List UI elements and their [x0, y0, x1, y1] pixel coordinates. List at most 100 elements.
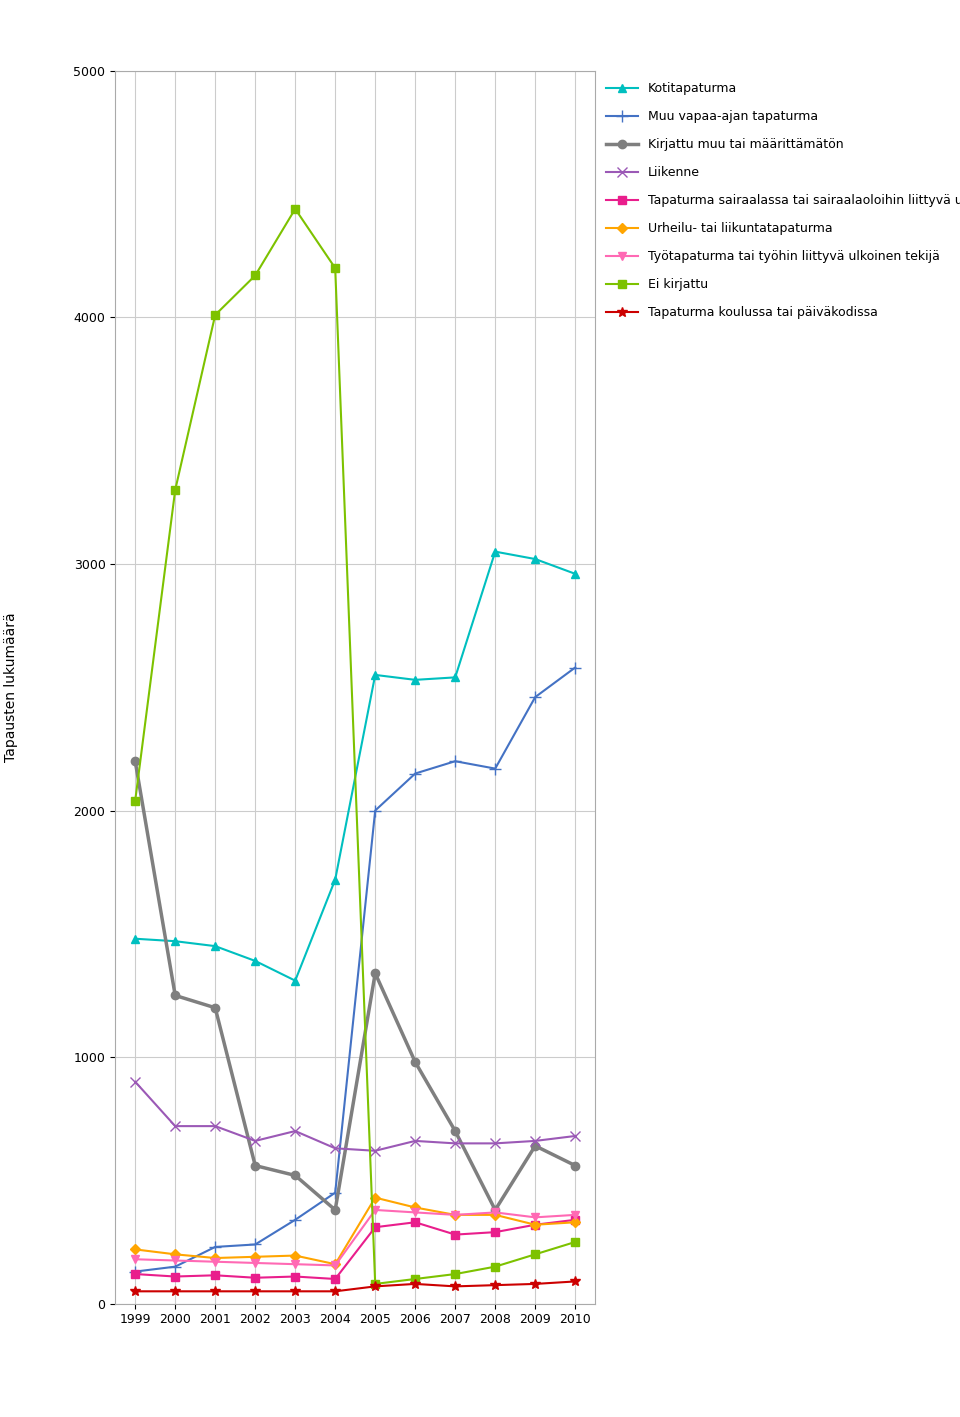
Urheilu- tai liikuntatapaturma	[209, 1250, 221, 1267]
Tapaturma koulussa tai päiväkodissa	[449, 1278, 461, 1295]
Muu vapaa-ajan tapaturma	[529, 689, 540, 706]
Y-axis label: Tapausten lukumäärä: Tapausten lukumäärä	[4, 612, 18, 762]
Ei kirjattu	[329, 259, 341, 276]
Kirjattu muu tai määrittämätön	[209, 999, 221, 1016]
Työtapaturma tai työhin liittyvä ulkoinen tekijä	[209, 1253, 221, 1270]
Urheilu- tai liikuntatapaturma	[490, 1206, 501, 1223]
Kirjattu muu tai määrittämätön	[329, 1202, 341, 1219]
Urheilu- tai liikuntatapaturma	[130, 1241, 141, 1258]
Urheilu- tai liikuntatapaturma	[449, 1206, 461, 1223]
Line: Muu vapaa-ajan tapaturma: Muu vapaa-ajan tapaturma	[130, 662, 581, 1277]
Kotitapaturma	[409, 672, 420, 689]
Työtapaturma tai työhin liittyvä ulkoinen tekijä	[169, 1253, 180, 1270]
Tapaturma koulussa tai päiväkodissa	[250, 1282, 261, 1299]
Työtapaturma tai työhin liittyvä ulkoinen tekijä	[409, 1204, 420, 1221]
Kirjattu muu tai määrittämätön	[409, 1053, 420, 1070]
Muu vapaa-ajan tapaturma	[490, 760, 501, 777]
Urheilu- tai liikuntatapaturma	[169, 1246, 180, 1263]
Kotitapaturma	[169, 932, 180, 949]
Tapaturma koulussa tai päiväkodissa	[209, 1282, 221, 1299]
Urheilu- tai liikuntatapaturma	[569, 1214, 581, 1231]
Työtapaturma tai työhin liittyvä ulkoinen tekijä	[329, 1257, 341, 1274]
Tapaturma sairaalassa tai sairaalaoloihin liittyvä ulkoinen tekijä	[529, 1216, 540, 1233]
Liikenne	[409, 1132, 420, 1149]
Tapaturma koulussa tai päiväkodissa	[370, 1278, 381, 1295]
Ei kirjattu	[409, 1271, 420, 1288]
Ei kirjattu	[370, 1275, 381, 1292]
Liikenne	[490, 1135, 501, 1152]
Ei kirjattu	[289, 200, 300, 217]
Tapaturma sairaalassa tai sairaalaoloihin liittyvä ulkoinen tekijä	[250, 1270, 261, 1287]
Line: Tapaturma koulussa tai päiväkodissa: Tapaturma koulussa tai päiväkodissa	[131, 1277, 580, 1297]
Liikenne	[289, 1122, 300, 1139]
Muu vapaa-ajan tapaturma	[569, 659, 581, 676]
Liikenne	[169, 1118, 180, 1135]
Legend: Kotitapaturma, Muu vapaa-ajan tapaturma, Kirjattu muu tai määrittämätön, Liikenn: Kotitapaturma, Muu vapaa-ajan tapaturma,…	[602, 77, 960, 324]
Kotitapaturma	[209, 938, 221, 955]
Kotitapaturma	[490, 543, 501, 560]
Liikenne	[449, 1135, 461, 1152]
Tapaturma sairaalassa tai sairaalaoloihin liittyvä ulkoinen tekijä	[370, 1219, 381, 1236]
Ei kirjattu	[169, 482, 180, 499]
Muu vapaa-ajan tapaturma	[329, 1185, 341, 1202]
Muu vapaa-ajan tapaturma	[130, 1263, 141, 1280]
Kotitapaturma	[370, 666, 381, 683]
Liikenne	[250, 1132, 261, 1149]
Työtapaturma tai työhin liittyvä ulkoinen tekijä	[289, 1255, 300, 1272]
Kotitapaturma	[130, 930, 141, 947]
Työtapaturma tai työhin liittyvä ulkoinen tekijä	[370, 1202, 381, 1219]
Tapaturma sairaalassa tai sairaalaoloihin liittyvä ulkoinen tekijä	[169, 1268, 180, 1285]
Tapaturma sairaalassa tai sairaalaoloihin liittyvä ulkoinen tekijä	[409, 1214, 420, 1231]
Ei kirjattu	[569, 1233, 581, 1251]
Työtapaturma tai työhin liittyvä ulkoinen tekijä	[490, 1204, 501, 1221]
Tapaturma koulussa tai päiväkodissa	[169, 1282, 180, 1299]
Line: Tapaturma sairaalassa tai sairaalaoloihin liittyvä ulkoinen tekijä: Tapaturma sairaalassa tai sairaalaoloihi…	[131, 1216, 580, 1284]
Työtapaturma tai työhin liittyvä ulkoinen tekijä	[449, 1206, 461, 1223]
Liikenne	[569, 1128, 581, 1145]
Tapaturma sairaalassa tai sairaalaoloihin liittyvä ulkoinen tekijä	[490, 1224, 501, 1241]
Liikenne	[329, 1139, 341, 1156]
Työtapaturma tai työhin liittyvä ulkoinen tekijä	[529, 1209, 540, 1226]
Tapaturma koulussa tai päiväkodissa	[409, 1275, 420, 1292]
Kotitapaturma	[289, 972, 300, 989]
Tapaturma sairaalassa tai sairaalaoloihin liittyvä ulkoinen tekijä	[130, 1265, 141, 1282]
Kirjattu muu tai määrittämätön	[289, 1168, 300, 1185]
Tapaturma koulussa tai päiväkodissa	[569, 1272, 581, 1289]
Kotitapaturma	[329, 871, 341, 888]
Tapaturma koulussa tai päiväkodissa	[130, 1282, 141, 1299]
Tapaturma sairaalassa tai sairaalaoloihin liittyvä ulkoinen tekijä	[569, 1212, 581, 1229]
Muu vapaa-ajan tapaturma	[449, 752, 461, 769]
Tapaturma sairaalassa tai sairaalaoloihin liittyvä ulkoinen tekijä	[289, 1268, 300, 1285]
Ei kirjattu	[490, 1258, 501, 1275]
Line: Kotitapaturma: Kotitapaturma	[131, 547, 580, 985]
Line: Urheilu- tai liikuntatapaturma: Urheilu- tai liikuntatapaturma	[132, 1195, 579, 1268]
Kirjattu muu tai määrittämätön	[569, 1158, 581, 1175]
Line: Ei kirjattu: Ei kirjattu	[131, 204, 580, 1288]
Muu vapaa-ajan tapaturma	[169, 1258, 180, 1275]
Työtapaturma tai työhin liittyvä ulkoinen tekijä	[250, 1254, 261, 1271]
Kirjattu muu tai määrittämätön	[490, 1202, 501, 1219]
Kotitapaturma	[250, 952, 261, 969]
Urheilu- tai liikuntatapaturma	[529, 1216, 540, 1233]
Tapaturma sairaalassa tai sairaalaoloihin liittyvä ulkoinen tekijä	[329, 1271, 341, 1288]
Tapaturma koulussa tai päiväkodissa	[289, 1282, 300, 1299]
Ei kirjattu	[130, 792, 141, 809]
Muu vapaa-ajan tapaturma	[370, 802, 381, 819]
Työtapaturma tai työhin liittyvä ulkoinen tekijä	[569, 1206, 581, 1223]
Tapaturma sairaalassa tai sairaalaoloihin liittyvä ulkoinen tekijä	[449, 1226, 461, 1243]
Tapaturma koulussa tai päiväkodissa	[329, 1282, 341, 1299]
Ei kirjattu	[529, 1246, 540, 1263]
Kotitapaturma	[529, 551, 540, 568]
Muu vapaa-ajan tapaturma	[209, 1238, 221, 1255]
Urheilu- tai liikuntatapaturma	[370, 1189, 381, 1206]
Kirjattu muu tai määrittämätön	[449, 1122, 461, 1139]
Urheilu- tai liikuntatapaturma	[409, 1199, 420, 1216]
Kirjattu muu tai määrittämätön	[250, 1158, 261, 1175]
Kotitapaturma	[449, 669, 461, 686]
Kirjattu muu tai määrittämätön	[370, 965, 381, 982]
Tapaturma sairaalassa tai sairaalaoloihin liittyvä ulkoinen tekijä	[209, 1267, 221, 1284]
Line: Työtapaturma tai työhin liittyvä ulkoinen tekijä: Työtapaturma tai työhin liittyvä ulkoine…	[131, 1206, 580, 1270]
Ei kirjattu	[250, 266, 261, 283]
Liikenne	[529, 1132, 540, 1149]
Kirjattu muu tai määrittämätön	[529, 1138, 540, 1155]
